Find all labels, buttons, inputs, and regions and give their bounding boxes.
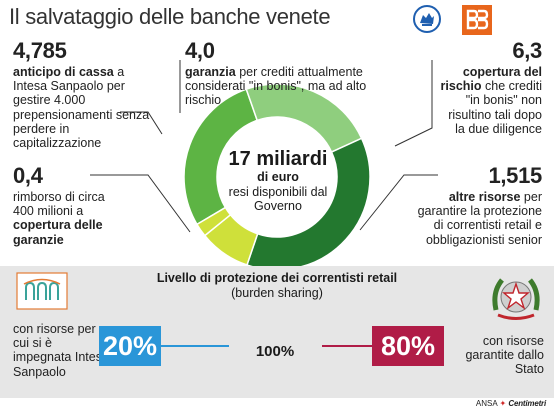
source-credit: ANSA ✦ Centimetri (475, 399, 546, 408)
item-top-center-lead: garanzia (185, 65, 236, 79)
intesa-connector (161, 345, 229, 347)
connector-mid-right (359, 174, 438, 231)
item-mid-left-value: 0,4 (13, 163, 43, 188)
donut-hole (217, 117, 337, 237)
item-top-left-value: 4,785 (13, 38, 67, 63)
item-top-left: 4,785 anticipo di cassa a Intesa Sanpaol… (13, 38, 158, 151)
donut-center: 17 miliardi di euro resi disponibili dal… (205, 148, 351, 213)
item-mid-left: 0,4 rimborso di circa 400 milioni a cope… (13, 165, 113, 247)
burden-sharing-subheading: (burden sharing) (231, 286, 323, 300)
item-mid-left-lead: copertura delle garanzie (13, 218, 103, 247)
connector-mid-left (90, 174, 191, 233)
connector-top-left (120, 111, 163, 135)
item-top-center-value: 4,0 (185, 38, 215, 63)
veneto-banca-logo (462, 5, 492, 35)
item-top-right-text: che crediti "in bonis" non risultino tal… (448, 79, 542, 136)
burden-sharing-panel (0, 266, 554, 398)
item-top-right-lead: copertura del rischio (440, 65, 542, 94)
item-mid-right-lead: altre risorse (448, 190, 521, 204)
burden-sharing-heading: Livello di protezione dei correntisti re… (156, 271, 398, 285)
item-top-left-lead: anticipo di cassa (13, 65, 114, 79)
emblem-of-italy (490, 272, 542, 324)
item-top-right: 6,3 copertura del rischio che crediti "i… (438, 38, 543, 136)
connector-top-right (394, 60, 433, 147)
page-title: Il salvataggio delle banche venete (9, 4, 331, 29)
credit-ansa: ANSA (475, 399, 498, 408)
item-top-right-value: 6,3 (512, 38, 542, 63)
donut-center-desc: resi disponibili dal Governo (228, 185, 328, 213)
item-top-left-text: a Intesa Sanpaolo per gestire 4.000 prep… (13, 65, 150, 151)
item-mid-right-value: 1,515 (488, 163, 542, 188)
stato-connector (322, 345, 372, 347)
item-top-center: 4,0 garanzia per crediti attualmente con… (185, 40, 400, 108)
intesa-percentage: 20% (99, 326, 161, 366)
credit-partner: Centimetri (508, 399, 546, 408)
popolare-vicenza-logo (413, 5, 441, 33)
item-top-center-text: per crediti attualmente considerati "in … (185, 65, 367, 108)
donut-center-unit: di euro (257, 170, 299, 184)
item-mid-left-text: rimborso di circa 400 milioni a (13, 190, 105, 219)
protection-total-label: 100% (255, 343, 295, 360)
item-mid-right-text: per garantire la protezione di correntis… (417, 190, 542, 247)
connector-lines (90, 60, 438, 233)
intesa-sanpaolo-logo (16, 272, 68, 310)
burden-sharing-header: Livello di protezione dei correntisti re… (140, 271, 414, 301)
stato-caption: con risorse garantite dallo Stato (465, 334, 544, 377)
donut-center-amount: 17 miliardi (228, 148, 328, 170)
item-mid-right: 1,515 altre risorse per garantire la pro… (415, 163, 543, 247)
stato-percentage: 80% (372, 326, 444, 366)
intesa-caption: con risorse per cui si è impegnata Intes… (13, 322, 109, 379)
